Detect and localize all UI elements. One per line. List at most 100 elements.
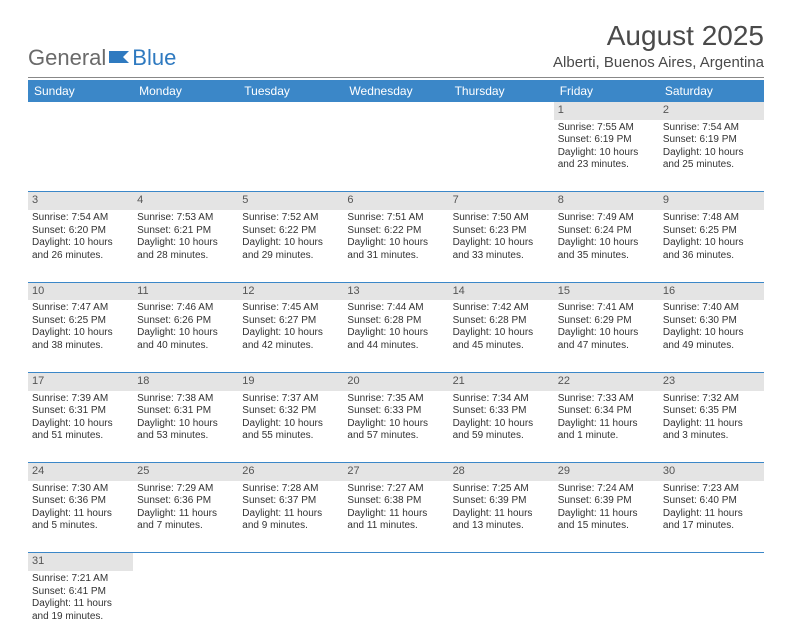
daylight-text: Daylight: 11 hours: [347, 508, 444, 521]
sunset-text: Sunset: 6:41 PM: [32, 586, 129, 599]
daylight-text: Daylight: 10 hours: [453, 418, 550, 431]
day-number-cell: 7: [449, 192, 554, 210]
sunset-text: Sunset: 6:32 PM: [242, 405, 339, 418]
day-number-cell: [238, 102, 343, 120]
daylight-text: and 38 minutes.: [32, 340, 129, 353]
daylight-text: Daylight: 10 hours: [663, 147, 760, 160]
day-number-cell: 19: [238, 372, 343, 390]
day-detail-cell: Sunrise: 7:27 AMSunset: 6:38 PMDaylight:…: [343, 481, 448, 553]
day-detail-cell: Sunrise: 7:53 AMSunset: 6:21 PMDaylight:…: [133, 210, 238, 282]
sunset-text: Sunset: 6:25 PM: [32, 315, 129, 328]
day-detail-cell: Sunrise: 7:28 AMSunset: 6:37 PMDaylight:…: [238, 481, 343, 553]
day-number-cell: 15: [554, 282, 659, 300]
day-number-cell: [343, 102, 448, 120]
sunset-text: Sunset: 6:39 PM: [453, 495, 550, 508]
daylight-text: and 15 minutes.: [558, 520, 655, 533]
day-detail-cell: [238, 571, 343, 643]
weekday-header: Sunday: [28, 80, 133, 102]
sunset-text: Sunset: 6:33 PM: [453, 405, 550, 418]
sunset-text: Sunset: 6:31 PM: [32, 405, 129, 418]
daylight-text: Daylight: 10 hours: [137, 237, 234, 250]
daylight-text: Daylight: 10 hours: [558, 147, 655, 160]
day-number-cell: [28, 102, 133, 120]
day-detail-cell: Sunrise: 7:29 AMSunset: 6:36 PMDaylight:…: [133, 481, 238, 553]
day-number-cell: 22: [554, 372, 659, 390]
day-number-cell: 30: [659, 463, 764, 481]
daynum-row: 10111213141516: [28, 282, 764, 300]
daylight-text: Daylight: 10 hours: [347, 237, 444, 250]
day-number-cell: 9: [659, 192, 764, 210]
sunset-text: Sunset: 6:30 PM: [663, 315, 760, 328]
day-detail-cell: Sunrise: 7:24 AMSunset: 6:39 PMDaylight:…: [554, 481, 659, 553]
daylight-text: and 35 minutes.: [558, 250, 655, 263]
day-detail-cell: [133, 120, 238, 192]
weekday-header: Tuesday: [238, 80, 343, 102]
sunrise-text: Sunrise: 7:41 AM: [558, 302, 655, 315]
day-detail-cell: Sunrise: 7:46 AMSunset: 6:26 PMDaylight:…: [133, 300, 238, 372]
day-number-cell: 26: [238, 463, 343, 481]
daylight-text: and 40 minutes.: [137, 340, 234, 353]
sunrise-text: Sunrise: 7:29 AM: [137, 483, 234, 496]
daylight-text: Daylight: 10 hours: [558, 237, 655, 250]
sunset-text: Sunset: 6:36 PM: [32, 495, 129, 508]
day-number-cell: 13: [343, 282, 448, 300]
day-detail-cell: [343, 571, 448, 643]
sunrise-text: Sunrise: 7:46 AM: [137, 302, 234, 315]
detail-row: Sunrise: 7:30 AMSunset: 6:36 PMDaylight:…: [28, 481, 764, 553]
day-detail-cell: Sunrise: 7:30 AMSunset: 6:36 PMDaylight:…: [28, 481, 133, 553]
daylight-text: and 11 minutes.: [347, 520, 444, 533]
sunset-text: Sunset: 6:34 PM: [558, 405, 655, 418]
brand-logo: General Blue: [28, 45, 176, 71]
sunrise-text: Sunrise: 7:54 AM: [32, 212, 129, 225]
day-detail-cell: Sunrise: 7:33 AMSunset: 6:34 PMDaylight:…: [554, 391, 659, 463]
day-number-cell: [343, 553, 448, 571]
flag-icon: [109, 45, 131, 71]
daylight-text: and 31 minutes.: [347, 250, 444, 263]
daylight-text: and 9 minutes.: [242, 520, 339, 533]
weekday-header: Friday: [554, 80, 659, 102]
sunrise-text: Sunrise: 7:24 AM: [558, 483, 655, 496]
daylight-text: Daylight: 10 hours: [137, 327, 234, 340]
day-number-cell: 17: [28, 372, 133, 390]
sunrise-text: Sunrise: 7:49 AM: [558, 212, 655, 225]
day-number-cell: 27: [343, 463, 448, 481]
daylight-text: Daylight: 10 hours: [137, 418, 234, 431]
daylight-text: Daylight: 10 hours: [347, 327, 444, 340]
daylight-text: and 36 minutes.: [663, 250, 760, 263]
weekday-header: Monday: [133, 80, 238, 102]
daylight-text: Daylight: 11 hours: [32, 508, 129, 521]
daylight-text: Daylight: 10 hours: [242, 418, 339, 431]
sunrise-text: Sunrise: 7:48 AM: [663, 212, 760, 225]
day-detail-cell: Sunrise: 7:47 AMSunset: 6:25 PMDaylight:…: [28, 300, 133, 372]
weekday-header: Thursday: [449, 80, 554, 102]
detail-row: Sunrise: 7:47 AMSunset: 6:25 PMDaylight:…: [28, 300, 764, 372]
daylight-text: and 49 minutes.: [663, 340, 760, 353]
daylight-text: and 23 minutes.: [558, 159, 655, 172]
sunset-text: Sunset: 6:31 PM: [137, 405, 234, 418]
sunrise-text: Sunrise: 7:54 AM: [663, 122, 760, 135]
day-number-cell: 3: [28, 192, 133, 210]
header: General Blue August 2025 Alberti, Buenos…: [28, 20, 764, 71]
daylight-text: and 55 minutes.: [242, 430, 339, 443]
daylight-text: and 1 minute.: [558, 430, 655, 443]
sunset-text: Sunset: 6:35 PM: [663, 405, 760, 418]
sunrise-text: Sunrise: 7:37 AM: [242, 393, 339, 406]
day-number-cell: [449, 102, 554, 120]
daylight-text: Daylight: 10 hours: [242, 327, 339, 340]
daylight-text: Daylight: 10 hours: [242, 237, 339, 250]
day-detail-cell: Sunrise: 7:44 AMSunset: 6:28 PMDaylight:…: [343, 300, 448, 372]
sunset-text: Sunset: 6:23 PM: [453, 225, 550, 238]
daylight-text: and 3 minutes.: [663, 430, 760, 443]
daylight-text: and 5 minutes.: [32, 520, 129, 533]
sunrise-text: Sunrise: 7:45 AM: [242, 302, 339, 315]
day-detail-cell: Sunrise: 7:54 AMSunset: 6:19 PMDaylight:…: [659, 120, 764, 192]
sunrise-text: Sunrise: 7:30 AM: [32, 483, 129, 496]
sunset-text: Sunset: 6:19 PM: [558, 134, 655, 147]
day-detail-cell: [238, 120, 343, 192]
day-detail-cell: Sunrise: 7:32 AMSunset: 6:35 PMDaylight:…: [659, 391, 764, 463]
sunset-text: Sunset: 6:28 PM: [347, 315, 444, 328]
sunrise-text: Sunrise: 7:28 AM: [242, 483, 339, 496]
sunrise-text: Sunrise: 7:44 AM: [347, 302, 444, 315]
sunset-text: Sunset: 6:29 PM: [558, 315, 655, 328]
day-detail-cell: Sunrise: 7:34 AMSunset: 6:33 PMDaylight:…: [449, 391, 554, 463]
